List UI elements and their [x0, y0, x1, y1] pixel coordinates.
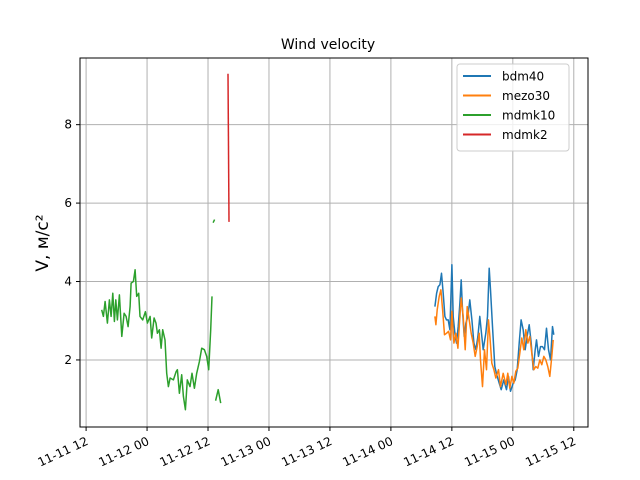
- x-tick-label: 11-12 00: [97, 434, 152, 469]
- x-tick-label: 11-15 00: [462, 434, 517, 469]
- series-line-mdmk2: [227, 73, 230, 222]
- y-tick-label: 6: [64, 196, 72, 210]
- series-line-bdm40: [434, 263, 555, 393]
- x-tick-label: 11-14 00: [340, 434, 395, 469]
- legend-label: mezo30: [502, 89, 550, 103]
- x-tick-label: 11-14 12: [401, 434, 456, 469]
- y-ticks: 2 4 6 8: [64, 118, 80, 367]
- x-ticks: 11-11 12 11-12 00 11-12 12 11-13 00 11-13 12…: [36, 427, 578, 470]
- x-tick-label: 11-13 00: [218, 434, 273, 469]
- y-axis-label: V, м/с²: [33, 214, 53, 271]
- legend-label: bdm40: [502, 70, 544, 84]
- x-tick-label: 11-11 12: [36, 434, 91, 469]
- series-line-mezo30: [434, 289, 554, 389]
- y-tick-label: 2: [64, 353, 72, 367]
- legend-label: mdmk2: [502, 128, 548, 142]
- x-tick-label: 11-15 12: [523, 434, 578, 469]
- series-line-mdmk10: [100, 219, 222, 411]
- y-tick-label: 4: [64, 275, 72, 289]
- legend-box: [456, 63, 570, 152]
- legend: bdm40 mezo30 mdmk10 mdmk2: [456, 63, 570, 152]
- x-tick-label: 11-12 12: [157, 434, 212, 469]
- x-tick-label: 11-13 12: [279, 434, 334, 469]
- axes-frame: [79, 57, 589, 428]
- chart-title: Wind velocity: [281, 37, 375, 53]
- legend-label: mdmk10: [502, 109, 555, 123]
- y-tick-label: 8: [64, 118, 72, 132]
- plot-lines: [100, 73, 555, 411]
